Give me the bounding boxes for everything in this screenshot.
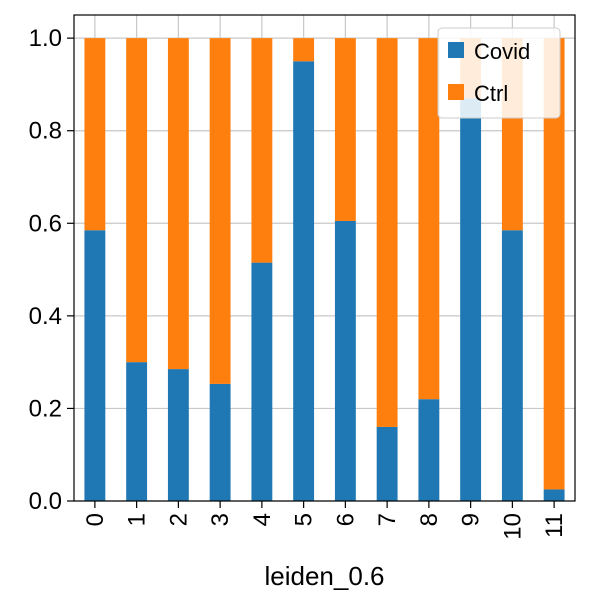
bar-covid-4 [251,262,273,501]
bar-covid-5 [293,61,315,502]
bar-ctrl-11 [543,38,565,490]
bar-covid-11 [543,489,565,501]
x-tick-label: 10 [499,513,526,540]
y-tick-label: 1.0 [29,25,62,52]
plot-frame [73,14,576,502]
x-tick-label: 2 [165,513,192,526]
x-tick-label: 3 [207,513,234,526]
legend: Covid Ctrl [437,27,561,119]
bars [84,38,565,502]
x-tick-label: 6 [332,513,359,526]
y-tick-label: 0.2 [29,395,62,422]
x-tick-label: 0 [82,513,109,526]
x-tick-label: 4 [249,513,276,526]
x-tick-label: 7 [374,513,401,526]
bar-covid-3 [209,383,231,501]
bar-ctrl-2 [167,38,189,370]
x-tick-label: 8 [416,513,443,526]
legend-label-ctrl: Ctrl [474,81,508,106]
bar-ctrl-7 [376,38,398,427]
y-tick-label: 0.0 [29,488,62,515]
x-tick-label: 5 [291,513,318,526]
bar-ctrl-0 [84,38,106,231]
x-axis-label: leiden_0.6 [265,561,385,591]
legend-frame [437,27,561,119]
bar-ctrl-8 [418,38,440,400]
x-tick-label: 1 [124,513,151,526]
bar-covid-0 [84,230,106,501]
y-tick-label: 0.6 [29,210,62,237]
bar-covid-1 [126,362,148,501]
y-axis: 0.0 0.2 0.4 0.6 0.8 1.0 [29,25,74,515]
bar-ctrl-1 [126,38,148,363]
bar-ctrl-4 [251,38,273,263]
bar-covid-8 [418,399,440,501]
x-axis: 0 1 2 3 4 5 6 7 8 9 10 11 [82,501,568,540]
y-tick-label: 0.4 [29,303,62,330]
legend-label-covid: Covid [474,39,530,64]
x-tick-label: 9 [458,513,485,526]
bar-covid-6 [334,220,356,501]
legend-swatch-covid [448,42,464,58]
bar-ctrl-6 [334,38,356,221]
bar-covid-9 [460,98,482,502]
y-tick-label: 0.8 [29,118,62,145]
bar-ctrl-5 [293,38,315,62]
bar-ctrl-3 [209,38,231,384]
bar-covid-2 [167,369,189,501]
bar-covid-7 [376,426,398,501]
legend-swatch-ctrl [448,84,464,100]
bar-covid-10 [501,230,523,501]
x-tick-label: 11 [541,513,568,538]
